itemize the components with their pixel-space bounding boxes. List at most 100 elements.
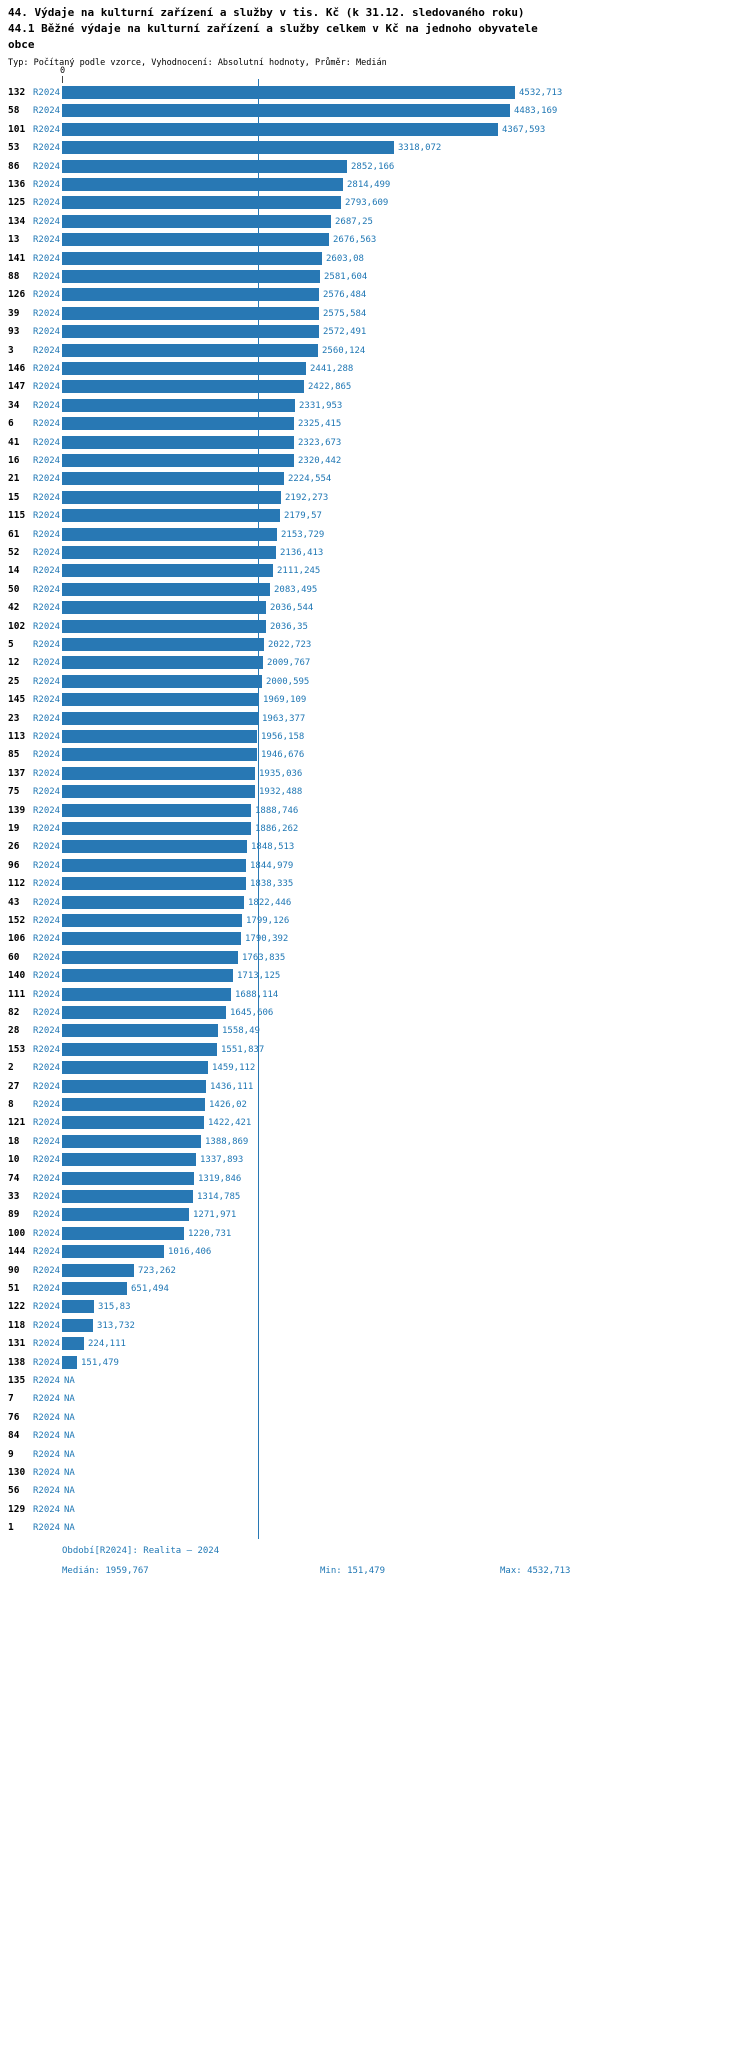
row-id-label: 90 <box>8 1264 20 1276</box>
value-bar <box>62 932 241 946</box>
na-label: NA <box>64 1486 75 1497</box>
row-id-label: 113 <box>8 731 26 742</box>
value-bar <box>62 748 257 762</box>
row-period-label: R2024 <box>33 566 61 577</box>
row-period-label: R2024 <box>33 437 61 448</box>
row-id-label: 129 <box>8 1503 26 1515</box>
value-label: 1844,979 <box>250 860 294 871</box>
row-period-label: R2024 <box>33 640 61 650</box>
row-id-label: 28 <box>8 1025 20 1037</box>
row-id-label: 19 <box>8 823 20 834</box>
value-bar <box>62 1245 164 1259</box>
value-label: 1337,893 <box>200 1155 244 1166</box>
row-period-label: R2024 <box>33 161 61 172</box>
row-period-label: R2024 <box>33 842 61 853</box>
row-id-label: 3 <box>8 344 14 356</box>
row-id-label: 130 <box>8 1467 26 1478</box>
chart-row: 61 R2024 2153,729 <box>0 526 750 544</box>
value-bar <box>62 1006 226 1019</box>
row-period-label: R2024 <box>33 511 61 522</box>
row-id-label: 34 <box>8 399 20 411</box>
value-label: 1799,126 <box>246 916 290 926</box>
value-label: 1016,406 <box>168 1247 212 1258</box>
value-label: 2441,288 <box>310 364 354 374</box>
row-id-label: 139 <box>8 804 26 816</box>
chart-row: 21 R2024 2224,554 <box>0 470 750 488</box>
value-bar <box>62 656 263 670</box>
value-label: 2572,491 <box>323 327 367 338</box>
value-bar <box>62 987 231 1001</box>
row-id-label: 140 <box>8 970 26 982</box>
row-period-label: R2024 <box>33 492 61 503</box>
row-period-label: R2024 <box>33 290 61 301</box>
row-id-label: 138 <box>8 1356 26 1368</box>
chart-row: 60 R2024 1763,835 <box>0 949 750 967</box>
row-period-label: R2024 <box>33 1339 61 1350</box>
chart-row: 121 R2024 1422,421 <box>0 1114 750 1132</box>
row-id-label: 15 <box>8 491 20 503</box>
report-header: 44. Výdaje na kulturní zařízení a služby… <box>8 5 538 70</box>
value-bar <box>62 785 255 799</box>
row-period-label: R2024 <box>33 584 61 595</box>
row-id-label: 2 <box>8 1062 14 1074</box>
row-period-label: R2024 <box>33 621 61 632</box>
row-period-label: R2024 <box>33 1210 61 1221</box>
value-bar <box>62 1116 204 1130</box>
row-id-label: 134 <box>8 215 26 227</box>
chart-row: 39 R2024 2575,584 <box>0 305 750 323</box>
value-bar <box>62 877 246 891</box>
value-bar <box>62 711 258 725</box>
row-period-label: R2024 <box>33 1155 61 1166</box>
value-bar <box>62 362 306 375</box>
row-id-label: 126 <box>8 289 26 301</box>
row-period-label: R2024 <box>33 989 61 1000</box>
value-label: 2560,124 <box>322 345 366 356</box>
value-bar <box>62 693 259 707</box>
value-label: 2179,57 <box>284 511 322 522</box>
row-id-label: 132 <box>8 87 26 98</box>
value-bar <box>62 895 244 909</box>
row-id-label: 76 <box>8 1411 20 1423</box>
row-id-label: 60 <box>8 951 20 963</box>
value-bar <box>62 803 251 817</box>
row-period-label: R2024 <box>33 548 61 558</box>
row-period-label: R2024 <box>33 805 61 816</box>
row-period-label: R2024 <box>33 419 61 430</box>
row-period-label: R2024 <box>33 732 61 742</box>
row-id-label: 10 <box>8 1154 20 1166</box>
row-period-label: R2024 <box>33 529 61 540</box>
value-label: 1888,746 <box>255 805 299 816</box>
row-id-label: 41 <box>8 436 20 448</box>
chart-row: 76 R2024 NA <box>0 1409 750 1427</box>
row-period-label: R2024 <box>33 216 61 227</box>
row-period-label: R2024 <box>33 1486 61 1497</box>
chart-row: 10 R2024 1337,893 <box>0 1151 750 1169</box>
row-id-label: 51 <box>8 1283 20 1294</box>
row-id-label: 6 <box>8 418 14 430</box>
row-period-label: R2024 <box>33 1412 61 1423</box>
value-bar <box>62 969 233 983</box>
chart-row: 56 R2024 NA <box>0 1482 750 1500</box>
chart-row: 113 R2024 1956,158 <box>0 728 750 746</box>
row-period-label: R2024 <box>33 88 61 98</box>
chart-row: 42 R2024 2036,544 <box>0 599 750 617</box>
chart-row: 75 R2024 1932,488 <box>0 783 750 801</box>
chart-row: 144 R2024 1016,406 <box>0 1243 750 1261</box>
axis-zero-tick <box>62 76 63 83</box>
chart-row: 131 R2024 224,111 <box>0 1335 750 1353</box>
chart-row: 26 R2024 1848,513 <box>0 838 750 856</box>
value-label: 224,111 <box>88 1339 126 1350</box>
value-label: 4483,169 <box>514 106 558 117</box>
na-label: NA <box>64 1504 75 1515</box>
row-period-label: R2024 <box>33 1431 61 1442</box>
value-label: 1422,421 <box>208 1118 252 1129</box>
row-id-label: 88 <box>8 271 20 282</box>
footer-min-label: Min: 151,479 <box>320 1566 386 1576</box>
chart-row: 90 R2024 723,262 <box>0 1262 750 1280</box>
row-period-label: R2024 <box>33 253 61 264</box>
row-id-label: 118 <box>8 1319 26 1331</box>
chart-row: 135 R2024 NA <box>0 1372 750 1390</box>
row-period-label: R2024 <box>33 124 61 135</box>
row-period-label: R2024 <box>33 400 61 411</box>
value-bar <box>62 490 281 504</box>
